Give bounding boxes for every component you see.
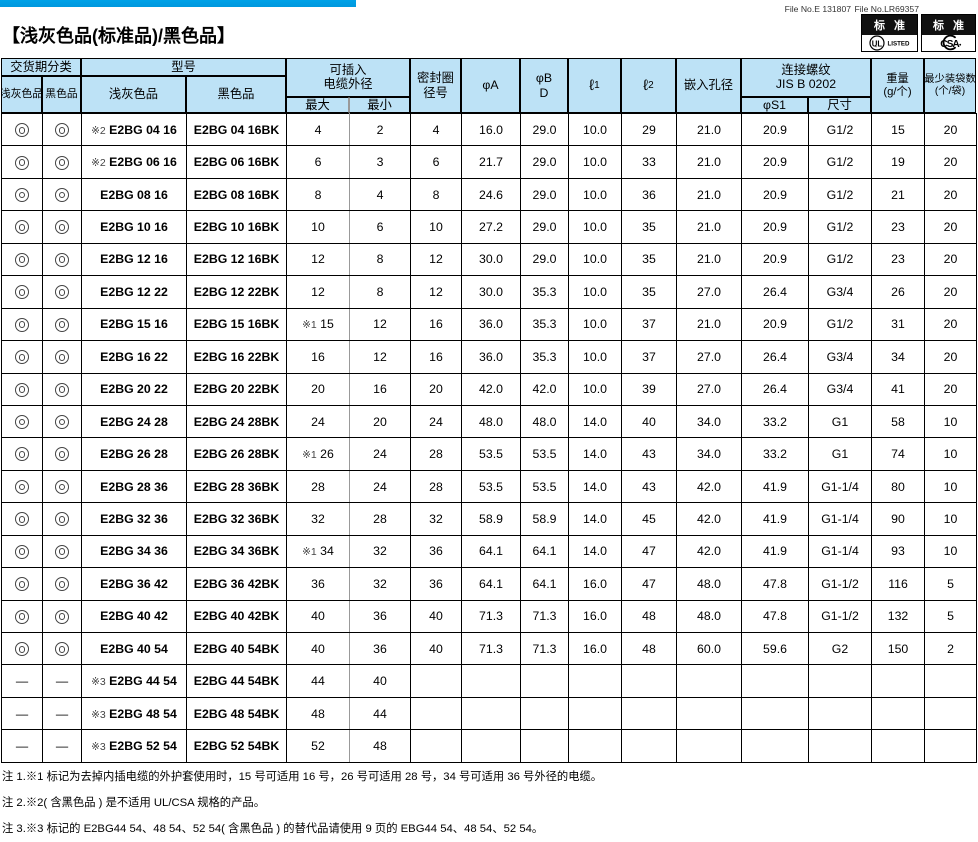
svg-text:LISTED: LISTED [887, 41, 910, 48]
